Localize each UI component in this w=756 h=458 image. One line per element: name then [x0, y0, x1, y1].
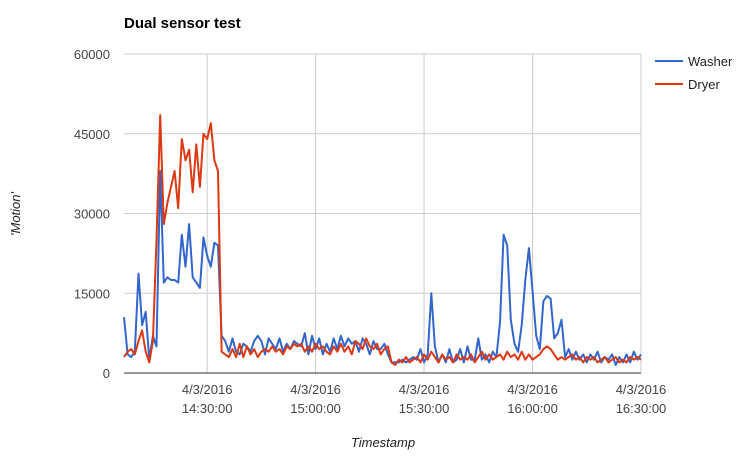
x-tick-time: 15:00:00 [290, 401, 341, 416]
chart-title: Dual sensor test [124, 15, 241, 32]
x-tick-date: 4/3/2016 [290, 382, 341, 397]
y-tick-label: 60000 [74, 47, 110, 62]
x-tick-date: 4/3/2016 [616, 382, 667, 397]
x-tick-time: 16:00:00 [507, 401, 558, 416]
series-lines [123, 114, 642, 366]
y-tick-label: 0 [103, 366, 110, 381]
y-axis-ticks: 0 15000 30000 45000 60000 [74, 47, 110, 381]
gridlines [124, 53, 642, 373]
legend-label-dryer: Dryer [688, 77, 720, 92]
legend: Washer Dryer [655, 54, 733, 92]
y-axis-label: 'Motion' [8, 191, 23, 236]
y-tick-label: 15000 [74, 286, 110, 301]
series-line-dryer [123, 114, 642, 366]
x-axis-label: Timestamp [351, 435, 415, 450]
x-tick-date: 4/3/2016 [182, 382, 233, 397]
x-tick-date: 4/3/2016 [507, 382, 558, 397]
x-tick-time: 15:30:00 [399, 401, 450, 416]
x-tick-time: 14:30:00 [182, 401, 233, 416]
series-line-washer [123, 170, 642, 366]
y-tick-label: 30000 [74, 207, 110, 222]
legend-label-washer: Washer [688, 54, 733, 69]
x-axis-ticks: 4/3/2016 14:30:00 4/3/2016 15:00:00 4/3/2016… [182, 382, 666, 416]
x-tick-time: 16:30:00 [616, 401, 667, 416]
x-tick-date: 4/3/2016 [399, 382, 450, 397]
y-tick-label: 45000 [74, 127, 110, 142]
